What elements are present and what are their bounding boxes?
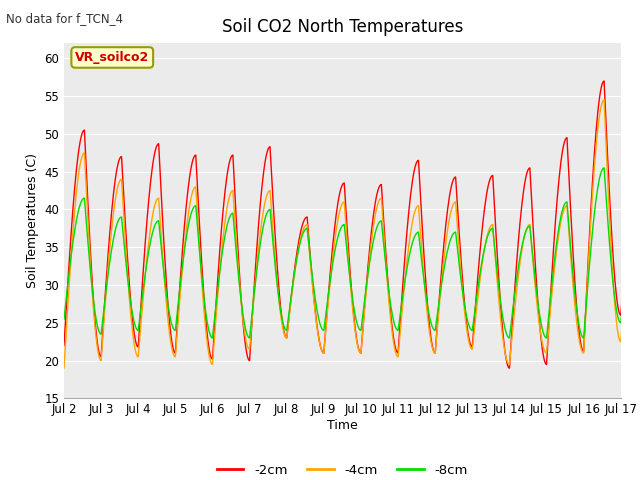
Title: Soil CO2 North Temperatures: Soil CO2 North Temperatures xyxy=(221,18,463,36)
Text: No data for f_TCN_4: No data for f_TCN_4 xyxy=(6,12,124,25)
X-axis label: Time: Time xyxy=(327,419,358,432)
Text: VR_soilco2: VR_soilco2 xyxy=(75,51,149,64)
Y-axis label: Soil Temperatures (C): Soil Temperatures (C) xyxy=(26,153,38,288)
Legend: -2cm, -4cm, -8cm: -2cm, -4cm, -8cm xyxy=(212,458,473,480)
